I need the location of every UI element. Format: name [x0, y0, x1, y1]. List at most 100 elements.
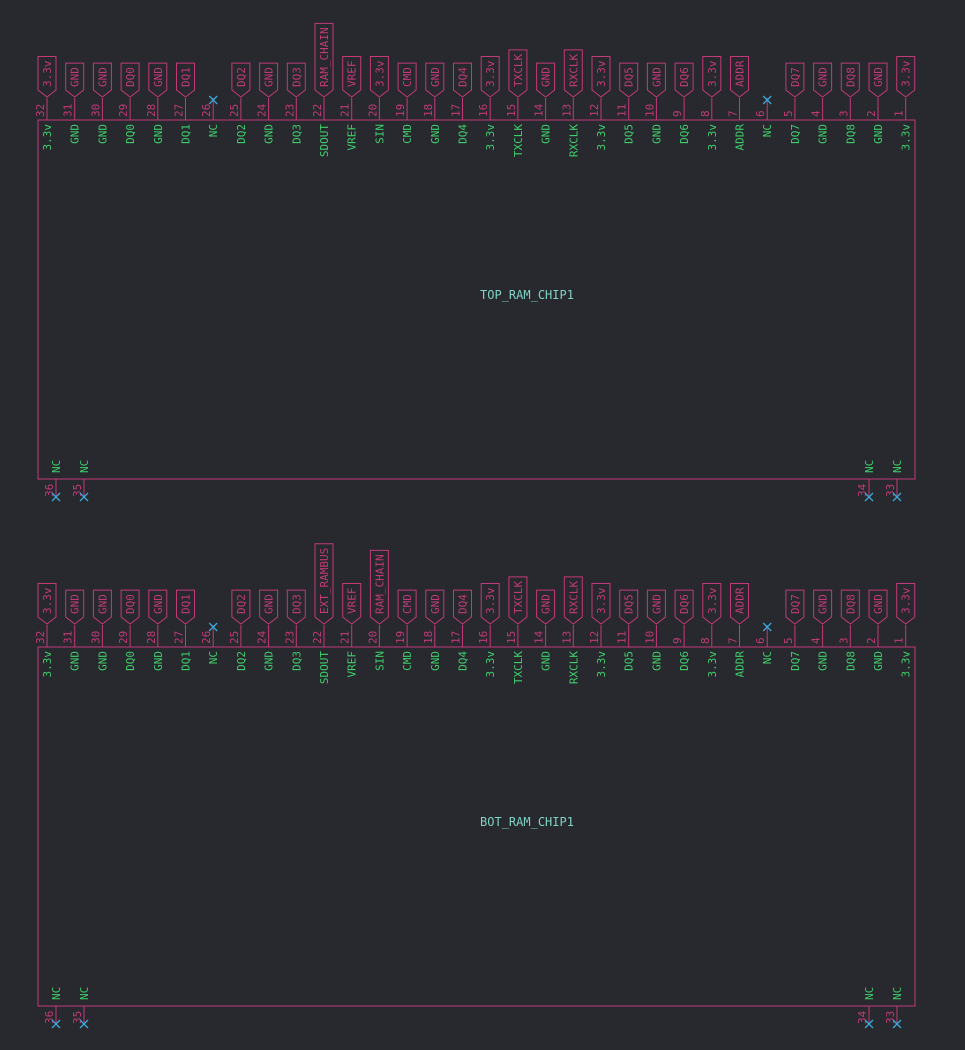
pin-name: GND	[263, 124, 276, 144]
pin-number: 27	[173, 104, 186, 117]
pin-name: DQ0	[124, 124, 137, 144]
pin-number: 21	[339, 104, 352, 117]
pin-name: DQ2	[235, 651, 248, 671]
net-label: GND	[650, 67, 663, 87]
net-flag	[730, 583, 749, 625]
pin-number: 24	[256, 630, 269, 644]
pin-name: 3.3v	[41, 651, 54, 678]
pin-name: GND	[650, 124, 663, 144]
net-label: GND	[817, 67, 830, 87]
net-flag	[342, 583, 362, 625]
net-label: GND	[152, 67, 165, 87]
pin-name: DQ7	[789, 124, 802, 144]
net-flag	[674, 589, 694, 625]
pin-number: 32	[34, 104, 47, 117]
net-label: 3.3v	[900, 587, 913, 614]
net-label: 3.3v	[595, 587, 608, 614]
net-flag	[730, 56, 749, 98]
no-connect	[762, 622, 772, 632]
net-flag	[286, 62, 306, 98]
net-flag	[231, 589, 251, 625]
pin-name: GND	[69, 124, 82, 144]
pin-number: 14	[533, 630, 546, 644]
pin-name: GND	[540, 651, 553, 671]
net-label: GND	[540, 67, 553, 87]
pin-number: 22	[311, 631, 324, 644]
net-flag	[65, 589, 85, 625]
net-flag	[397, 62, 417, 98]
no-connect	[51, 492, 61, 502]
pin-number: 2	[865, 110, 878, 117]
net-flag	[453, 589, 472, 625]
pin-name: NC	[863, 987, 876, 1000]
net-label: GND	[540, 594, 553, 614]
net-flag	[120, 62, 140, 98]
net-label: DQ1	[180, 594, 193, 614]
pin-number: 29	[117, 104, 130, 117]
no-connect	[892, 1019, 902, 1029]
net-flag	[536, 589, 556, 625]
no-connect	[892, 492, 902, 502]
net-flag	[37, 56, 57, 98]
pin-number: 11	[616, 631, 629, 644]
pin-number: 30	[89, 104, 102, 117]
pin-name: GND	[817, 651, 830, 671]
pin-number: 12	[588, 104, 601, 117]
net-label: 3.3v	[484, 60, 497, 87]
pin-name: RXCLK	[567, 651, 580, 684]
net-flag	[37, 583, 57, 625]
pin-number: 23	[283, 104, 296, 117]
net-flag	[342, 56, 362, 98]
pin-name: VREF	[346, 124, 359, 151]
net-label: GND	[263, 67, 276, 87]
net-label: CMD	[401, 67, 414, 87]
pin-name: DQ8	[844, 124, 857, 144]
pin-number: 4	[810, 637, 823, 644]
net-flag	[92, 62, 112, 98]
net-flag	[259, 589, 279, 625]
net-label: DQ4	[457, 67, 470, 87]
pin-name: GND	[96, 124, 109, 144]
pin-number: 25	[228, 631, 241, 644]
pin-name: GND	[263, 651, 276, 671]
no-connect	[864, 492, 874, 502]
pin-name: GND	[540, 124, 553, 144]
pin-name: CMD	[401, 124, 414, 144]
pin-number: 29	[117, 631, 130, 644]
net-label: CMD	[401, 594, 414, 614]
net-flag	[425, 62, 445, 98]
net-flag	[646, 589, 666, 625]
pin-name: DQ7	[789, 651, 802, 671]
pin-name: GND	[429, 651, 442, 671]
net-label: VREF	[346, 61, 359, 88]
net-label: DQ0	[124, 67, 137, 87]
net-flag	[480, 583, 500, 625]
net-label: 3.3v	[706, 587, 719, 614]
net-label: TXCLK	[512, 54, 525, 87]
net-label: RAM_CHAIN	[318, 27, 331, 87]
no-connect	[208, 622, 218, 632]
pin-name: 3.3v	[706, 651, 719, 678]
pin-name: TXCLK	[512, 124, 525, 157]
net-flag	[813, 62, 833, 98]
net-flag	[148, 589, 168, 625]
pin-name: RXCLK	[567, 124, 580, 157]
net-label: GND	[429, 67, 442, 87]
pin-name: DQ6	[678, 651, 691, 671]
no-connect	[208, 95, 218, 105]
net-label: ADDR	[734, 587, 747, 614]
pin-name: GND	[152, 124, 165, 144]
pin-name: 3.3v	[900, 124, 913, 151]
pin-name: DQ1	[180, 651, 193, 671]
pin-number: 15	[505, 631, 518, 644]
pin-number: 18	[422, 104, 435, 117]
pin-name: DQ4	[457, 651, 470, 671]
pin-number: 31	[62, 631, 75, 644]
net-label: DQ5	[623, 594, 636, 614]
net-flag	[591, 583, 611, 625]
net-label: GND	[96, 67, 109, 87]
pin-name: DQ4	[457, 124, 470, 144]
pin-name: GND	[872, 124, 885, 144]
pin-name: 3.3v	[484, 651, 497, 678]
pin-number: 30	[89, 631, 102, 644]
